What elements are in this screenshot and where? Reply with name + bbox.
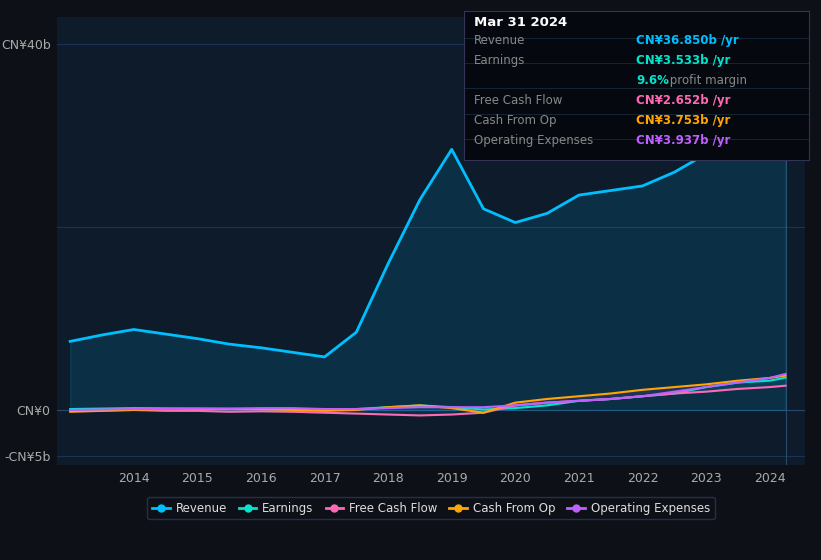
Text: 9.6%: 9.6% (636, 74, 669, 87)
Text: profit margin: profit margin (666, 74, 747, 87)
Text: Mar 31 2024: Mar 31 2024 (474, 16, 567, 29)
Text: Earnings: Earnings (474, 54, 525, 67)
Legend: Revenue, Earnings, Free Cash Flow, Cash From Op, Operating Expenses: Revenue, Earnings, Free Cash Flow, Cash … (147, 497, 715, 519)
Text: CN¥3.937b /yr: CN¥3.937b /yr (636, 134, 731, 147)
Text: Revenue: Revenue (474, 34, 525, 46)
Text: Operating Expenses: Operating Expenses (474, 134, 593, 147)
Text: CN¥36.850b /yr: CN¥36.850b /yr (636, 34, 739, 46)
Text: CN¥3.533b /yr: CN¥3.533b /yr (636, 54, 731, 67)
Text: CN¥2.652b /yr: CN¥2.652b /yr (636, 94, 731, 107)
Text: CN¥3.753b /yr: CN¥3.753b /yr (636, 114, 731, 127)
Text: Free Cash Flow: Free Cash Flow (474, 94, 562, 107)
Text: Cash From Op: Cash From Op (474, 114, 556, 127)
